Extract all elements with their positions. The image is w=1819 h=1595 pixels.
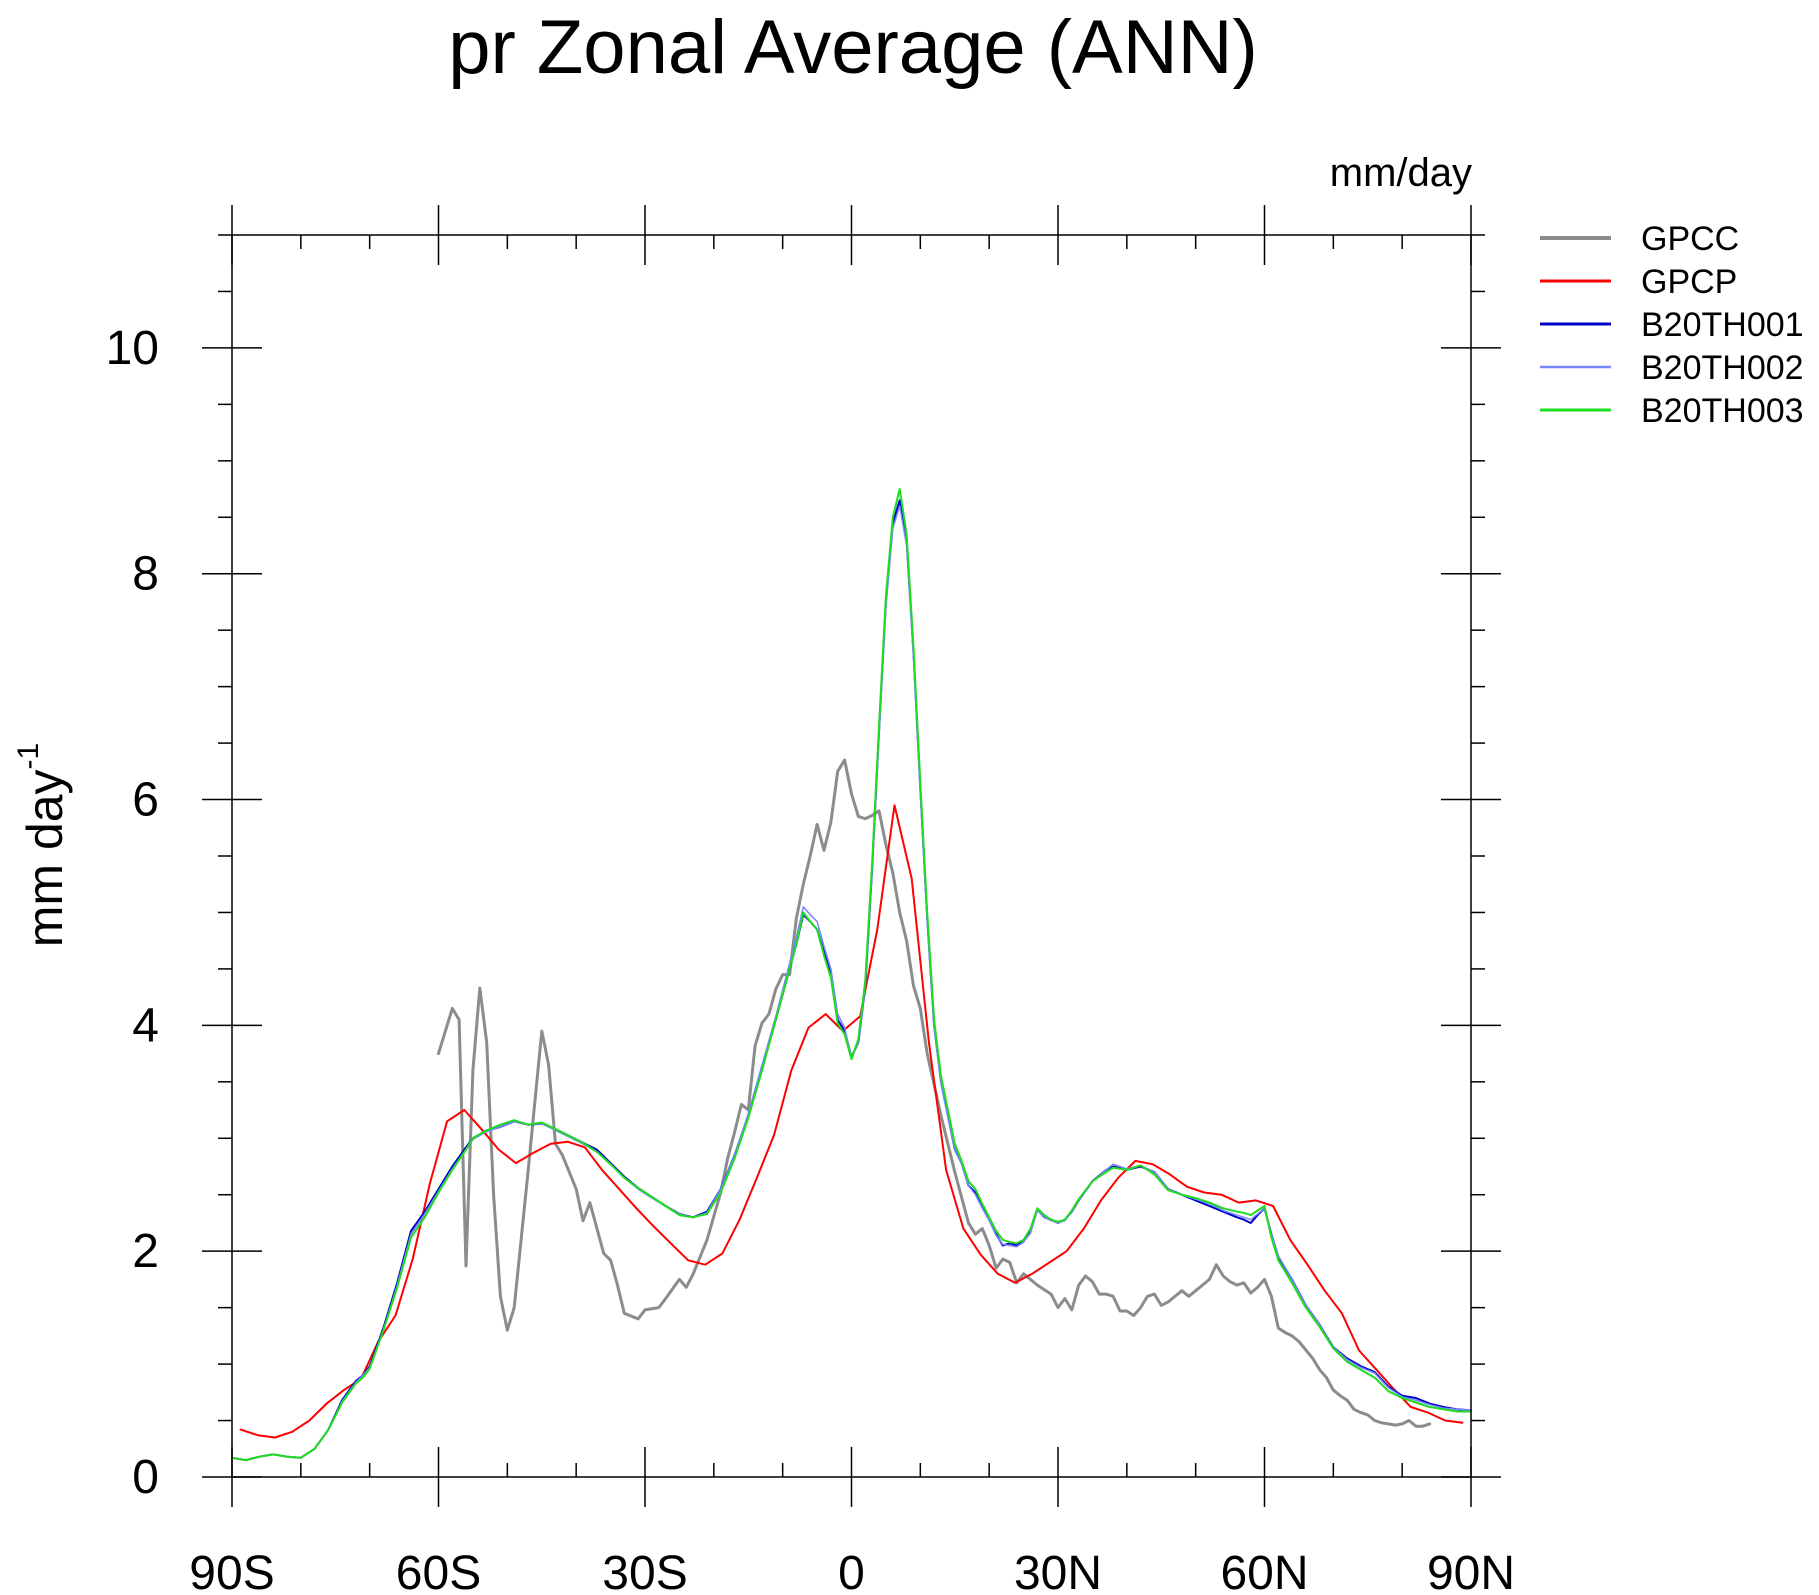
y-axis-title: mm day-1 [12,743,73,948]
y-axis-title-exponent: -1 [12,743,45,770]
y-tick-label: 2 [132,1225,159,1278]
series-line-b20th003 [231,488,1472,1462]
legend-label: GPCP [1641,263,1737,301]
y-tick-label: 4 [132,999,159,1052]
legend-label: B20TH003 [1641,392,1804,430]
series-lines [231,488,1472,1462]
x-tick-label: 90N [1427,1547,1515,1595]
x-tick-labels: 90S 60S 30S 0 30N 60N 90N [189,1547,1515,1595]
y-axis-title-text: mm day [17,769,73,947]
x-tick-label: 0 [838,1547,865,1595]
y-tick-label: 10 [106,322,159,375]
units-label: mm/day [1330,151,1472,195]
x-tick-label: 60S [396,1547,481,1595]
y-tick-label: 6 [132,774,159,827]
x-tick-label: 90S [189,1547,274,1595]
svg-text:mm day-1: mm day-1 [12,743,73,948]
legend: GPCC GPCP B20TH001 B20TH002 B20TH003 [1540,220,1804,430]
series-line-b20th001 [231,499,1472,1462]
x-tick-label: 30N [1014,1547,1102,1595]
series-line-b20th002 [231,505,1472,1461]
series-line-gpcp [239,804,1464,1439]
y-tick-label: 8 [132,548,159,601]
plot-frame [231,234,1472,1478]
minor-ticks [218,234,1485,1477]
legend-label: B20TH001 [1641,306,1804,344]
x-tick-label: 60N [1220,1547,1308,1595]
chart-title: pr Zonal Average (ANN) [448,5,1258,90]
y-tick-label: 0 [132,1451,159,1504]
series-line-gpcc [437,758,1432,1428]
legend-label: GPCC [1641,220,1739,258]
legend-label: B20TH002 [1641,349,1804,387]
y-tick-labels: 0 2 4 6 8 10 [106,322,159,1504]
x-tick-label: 30S [602,1547,687,1595]
